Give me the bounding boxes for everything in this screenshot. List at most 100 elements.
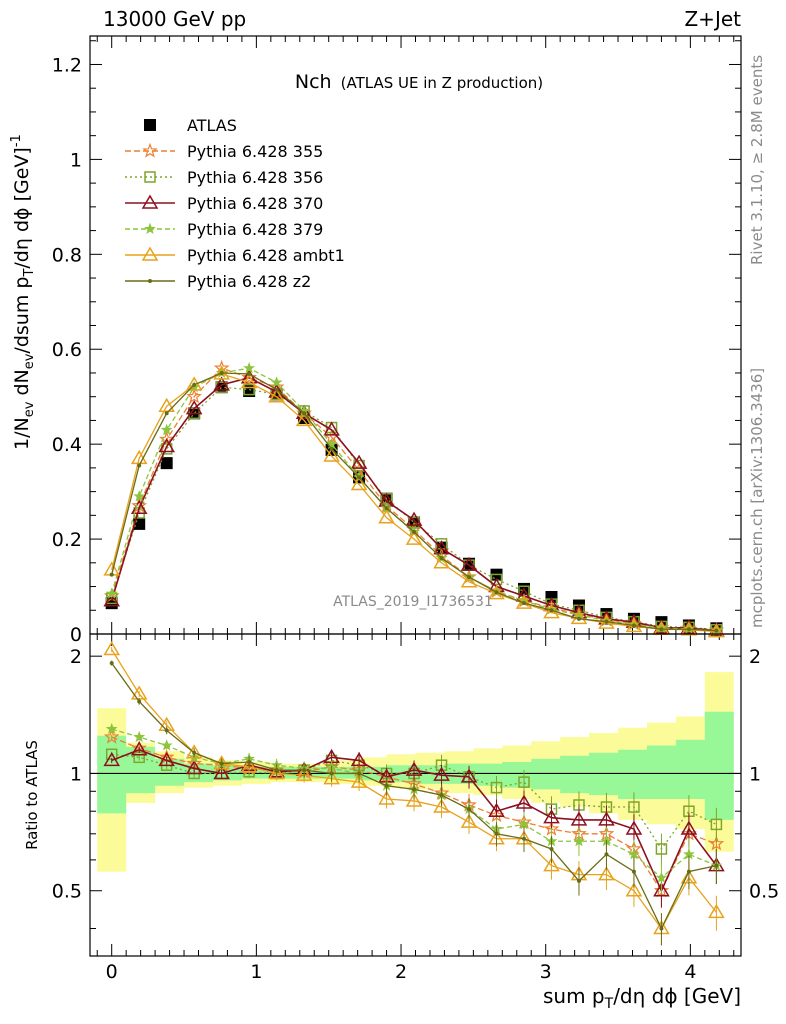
chart-title: Nch (ATLAS UE in Z production) (295, 71, 543, 93)
mcplots-label: mcplots.cern.ch [arXiv:1306.3436] (748, 368, 766, 628)
ratio-point-p370 (680, 820, 698, 835)
legend: ATLAS Pythia 6.428 355 Pythia 6.428 356 Pyt… (125, 116, 345, 291)
ratio-point-z2 (494, 831, 499, 836)
analysis-watermark: ATLAS_2019_I1736531 (333, 594, 493, 610)
data-point-p379 (243, 362, 256, 374)
ratio-point-p370 (213, 764, 230, 780)
ratio-tick-label-left: 0.5 (52, 881, 82, 903)
data-point-z2 (659, 627, 664, 632)
legend-label-z2: Pythia 6.428 z2 (187, 272, 311, 291)
ratio-point-ambt1 (708, 903, 725, 919)
ratio-point-ambt1 (185, 744, 203, 759)
y-tick-label: 0.8 (52, 244, 82, 266)
data-point-z2 (439, 556, 444, 561)
data-point-p356 (243, 383, 255, 396)
data-point-z2 (219, 370, 224, 375)
data-point-z2 (137, 463, 142, 468)
y-tick-label: 0 (70, 624, 82, 646)
legend-entry-z2: Pythia 6.428 z2 (125, 272, 311, 291)
ratio-point-p370 (653, 882, 670, 897)
data-point-z2 (412, 529, 417, 534)
ratio-point-z2 (439, 793, 444, 798)
ratio-point-p370 (103, 751, 121, 767)
data-point-z2 (192, 382, 197, 387)
ratio-point-p370 (515, 794, 533, 809)
data-point-p355 (186, 388, 202, 404)
ratio-point-z2 (329, 771, 334, 776)
main-series-layer (103, 360, 725, 638)
data-point-p379 (133, 490, 146, 502)
ratio-point-p370 (543, 809, 560, 824)
data-point-p370 (158, 438, 175, 453)
ratio-point-ambt1 (543, 857, 560, 872)
data-point-p379 (325, 437, 338, 450)
ratio-point-ambt1 (268, 764, 285, 780)
series-line-p355 (111, 367, 717, 631)
data-point-z2 (604, 619, 609, 624)
ratio-point-p356 (518, 776, 530, 788)
ratio-point-p370 (405, 761, 423, 776)
ratio-point-p379 (628, 848, 640, 860)
legend-label-p370: Pythia 6.428 370 (187, 194, 323, 213)
ratio-point-z2 (384, 783, 389, 788)
ratio-tick-label-right: 2 (749, 646, 761, 668)
ratio-point-z2 (274, 768, 279, 773)
data-point-ambt1 (240, 373, 258, 389)
ratio-point-p379 (160, 739, 173, 751)
legend-marker-p355 (142, 142, 158, 158)
ratio-point-p355 (708, 835, 725, 851)
data-point-z2 (576, 616, 581, 621)
ratio-point-p370 (625, 820, 643, 835)
ratio-point-z2 (522, 836, 526, 841)
data-point-p355 (158, 431, 175, 447)
legend-marker-p356 (144, 171, 156, 183)
legend-entry-p379: Pythia 6.428 379 (125, 220, 323, 239)
legend-entry-ambt1: Pythia 6.428 ambt1 (125, 246, 345, 265)
legend-label-p356: Pythia 6.428 356 (187, 168, 323, 187)
data-point-p379 (105, 587, 118, 599)
ratio-point-p370 (130, 741, 148, 756)
ratio-point-p356 (628, 801, 640, 813)
data-point-z2 (494, 590, 499, 595)
data-point-p355 (461, 568, 477, 584)
ratio-point-z2 (164, 728, 169, 733)
data-point-p370 (295, 404, 313, 420)
y-tick-label: 0.6 (52, 339, 82, 361)
ratio-point-p370 (488, 802, 505, 817)
data-point-z2 (714, 628, 719, 633)
data-point-z2 (302, 411, 307, 416)
ratio-point-ambt1 (460, 813, 478, 828)
ratio-point-z2 (357, 771, 362, 776)
ratio-point-p370 (460, 768, 478, 783)
ratio-tick-label-right: 1 (749, 763, 761, 785)
ratio-point-ambt1 (433, 798, 450, 813)
ratio-point-ambt1 (405, 792, 423, 807)
data-point-z2 (384, 506, 389, 511)
data-point-z2 (247, 371, 252, 376)
ratio-point-z2 (192, 750, 197, 755)
ratio-tick-label-right: 0.5 (749, 881, 779, 903)
ratio-point-z2 (549, 846, 554, 851)
legend-entry-data: ATLAS (144, 116, 237, 135)
ratio-point-z2 (219, 761, 224, 766)
ratio-point-p370 (570, 811, 588, 826)
series-line-p356 (111, 386, 717, 631)
ratio-point-p355 (103, 728, 120, 744)
data-point-ambt1 (268, 388, 285, 403)
data-point-ambt1 (405, 530, 423, 545)
data-point-z2 (357, 475, 362, 480)
main-y-label: 1/Nev dNev/dsum pT/dη dϕ [GeV]-1 (9, 134, 37, 450)
ratio-point-ambt1 (240, 758, 258, 773)
ratio-point-z2 (302, 768, 307, 773)
ratio-point-ambt1 (103, 641, 121, 656)
x-tick-label: 0 (106, 961, 118, 983)
ratio-point-ambt1 (598, 866, 615, 881)
data-point-p370 (323, 421, 340, 436)
ratio-point-p379 (105, 722, 118, 735)
data-point-p379 (160, 423, 173, 435)
legend-label-p355: Pythia 6.428 355 (187, 142, 323, 161)
ratio-point-p356 (710, 818, 723, 831)
legend-label-ambt1: Pythia 6.428 ambt1 (187, 246, 345, 265)
data-point-ambt1 (488, 585, 505, 600)
